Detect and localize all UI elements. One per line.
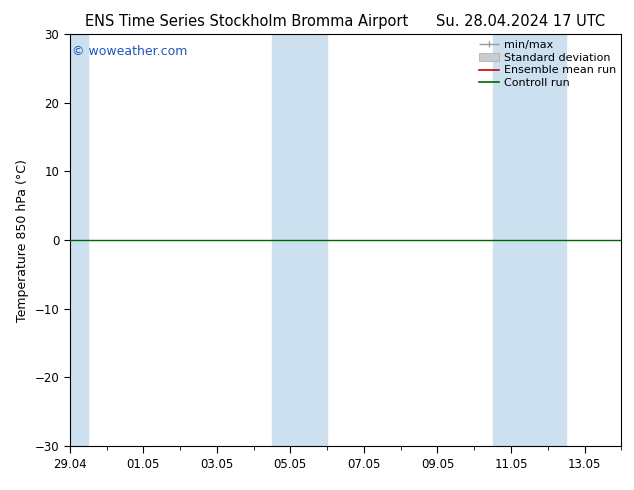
Legend: min/max, Standard deviation, Ensemble mean run, Controll run: min/max, Standard deviation, Ensemble me… [477,38,618,91]
Bar [493,34,566,446]
Y-axis label: Temperature 850 hPa (°C): Temperature 850 hPa (°C) [16,159,29,321]
Text: © woweather.com: © woweather.com [72,45,188,58]
Title: ENS Time Series Stockholm Bromma Airport      Su. 28.04.2024 17 UTC: ENS Time Series Stockholm Bromma Airport… [86,14,605,29]
Bar [272,34,327,446]
Bar [51,34,88,446]
